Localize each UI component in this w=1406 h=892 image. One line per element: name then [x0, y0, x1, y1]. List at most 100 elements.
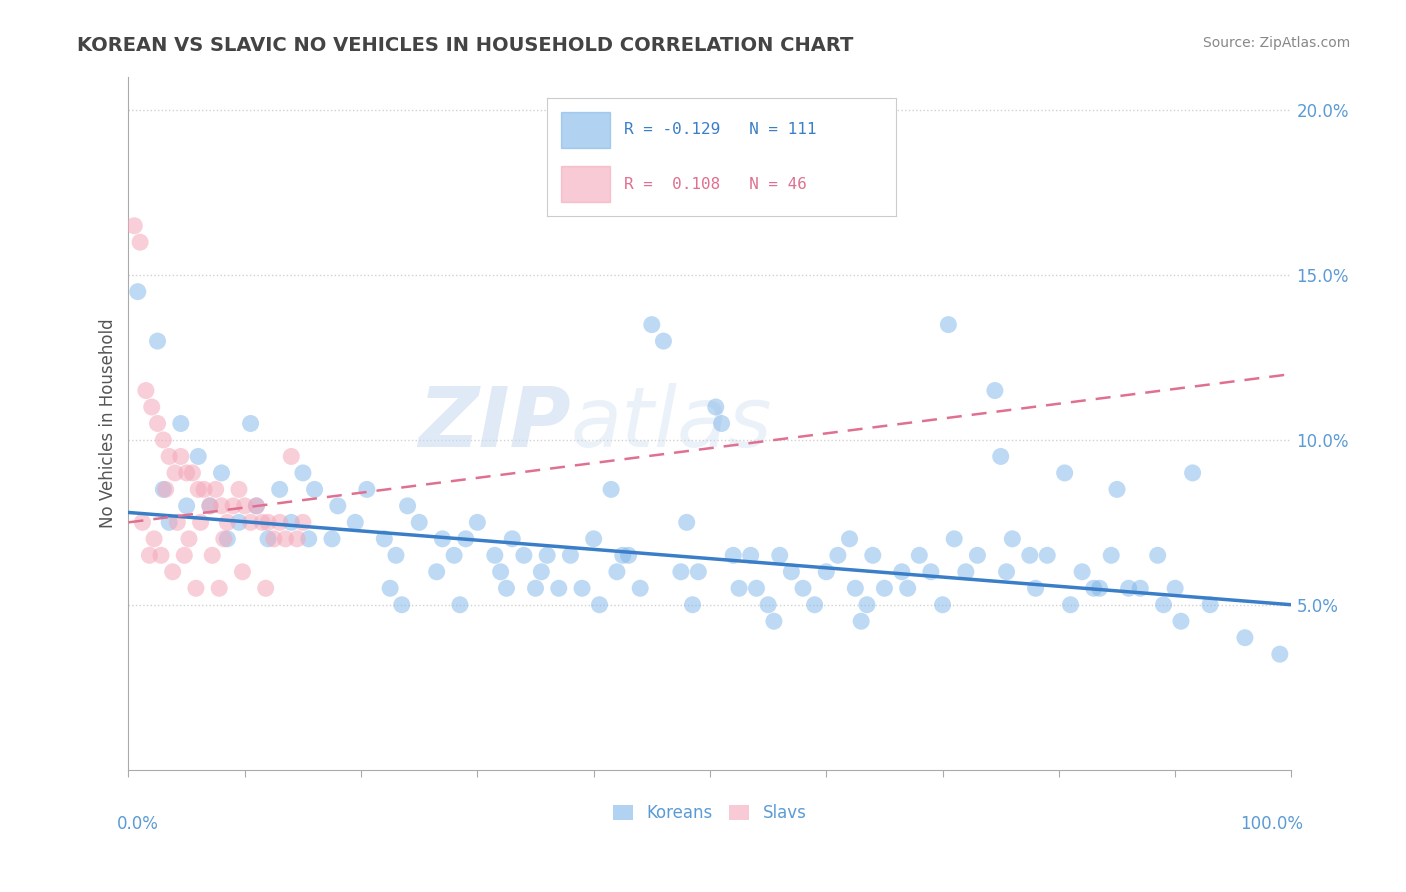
Point — [146, 334, 169, 348]
Point — [560, 549, 582, 563]
Point — [1129, 581, 1152, 595]
Point — [675, 516, 697, 530]
Point — [1105, 483, 1128, 497]
Point — [931, 598, 953, 612]
Point — [157, 516, 180, 530]
Point — [827, 549, 849, 563]
Point — [239, 417, 262, 431]
Point — [740, 549, 762, 563]
Point — [131, 516, 153, 530]
Point — [943, 532, 966, 546]
Point — [298, 532, 321, 546]
Point — [432, 532, 454, 546]
Point — [304, 483, 326, 497]
Point — [344, 516, 367, 530]
Point — [170, 450, 193, 464]
Point — [187, 483, 209, 497]
Point — [955, 565, 977, 579]
Point — [612, 549, 634, 563]
Point — [582, 532, 605, 546]
Point — [391, 598, 413, 612]
Point — [228, 516, 250, 530]
Point — [162, 565, 184, 579]
Point — [245, 499, 267, 513]
Text: 0.0%: 0.0% — [117, 815, 159, 833]
Point — [150, 549, 173, 563]
Point — [966, 549, 988, 563]
Point — [231, 565, 253, 579]
Point — [862, 549, 884, 563]
Point — [239, 516, 262, 530]
Point — [211, 499, 233, 513]
Point — [524, 581, 547, 595]
Point — [588, 598, 610, 612]
Point — [141, 400, 163, 414]
Point — [135, 384, 157, 398]
Point — [792, 581, 814, 595]
Point — [995, 565, 1018, 579]
Point — [844, 581, 866, 595]
Point — [280, 450, 302, 464]
Point — [157, 450, 180, 464]
Point — [1199, 598, 1222, 612]
Point — [501, 532, 523, 546]
Point — [1099, 549, 1122, 563]
Point — [426, 565, 449, 579]
Point — [710, 417, 733, 431]
Point — [728, 581, 751, 595]
Point — [1018, 549, 1040, 563]
Point — [217, 516, 239, 530]
Point — [274, 532, 297, 546]
Point — [181, 466, 204, 480]
Point — [838, 532, 860, 546]
Point — [408, 516, 430, 530]
Point — [163, 466, 186, 480]
Point — [780, 565, 803, 579]
Legend: Koreans, Slavs: Koreans, Slavs — [605, 796, 815, 830]
Point — [170, 417, 193, 431]
Point — [373, 532, 395, 546]
Point — [245, 499, 267, 513]
Point — [920, 565, 942, 579]
Point — [198, 499, 221, 513]
Point — [513, 549, 536, 563]
Point — [263, 532, 285, 546]
Point — [1083, 581, 1105, 595]
Point — [849, 614, 872, 628]
Point — [856, 598, 879, 612]
Point — [257, 516, 280, 530]
Point — [815, 565, 838, 579]
Point — [146, 417, 169, 431]
Point — [173, 549, 195, 563]
Point — [652, 334, 675, 348]
Point — [1146, 549, 1168, 563]
Point — [1181, 466, 1204, 480]
Point — [1025, 581, 1047, 595]
Point — [184, 581, 207, 595]
Point — [396, 499, 419, 513]
Point — [152, 483, 174, 497]
Y-axis label: No Vehicles in Household: No Vehicles in Household — [100, 318, 117, 528]
Point — [378, 581, 401, 595]
Point — [269, 516, 291, 530]
Point — [1001, 532, 1024, 546]
Point — [628, 581, 651, 595]
Point — [547, 581, 569, 595]
Point — [495, 581, 517, 595]
Point — [669, 565, 692, 579]
Point — [254, 581, 277, 595]
Point — [571, 581, 593, 595]
Point — [211, 466, 233, 480]
Point — [1088, 581, 1111, 595]
Point — [1170, 614, 1192, 628]
Point — [688, 565, 710, 579]
Point — [291, 516, 314, 530]
Point — [326, 499, 349, 513]
Point — [166, 516, 188, 530]
Point — [1268, 647, 1291, 661]
Point — [1059, 598, 1081, 612]
Point — [152, 433, 174, 447]
Point — [222, 499, 245, 513]
Point — [124, 219, 146, 233]
Point — [449, 598, 471, 612]
